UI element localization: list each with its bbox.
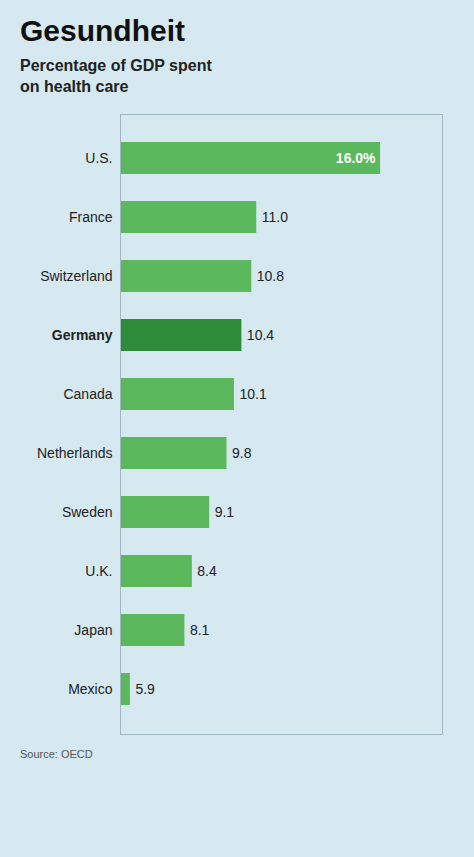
svg-text:France: France <box>69 209 113 225</box>
svg-text:11.0: 11.0 <box>262 209 288 225</box>
svg-text:10.1: 10.1 <box>239 386 266 402</box>
html-text:Percentage of GDP spent on hea: Percentage of GDP spent on health care <box>20 57 212 95</box>
svg-text:Canada: Canada <box>63 386 112 402</box>
svg-text:Japan: Japan <box>74 622 112 638</box>
svg-text:Netherlands: Netherlands <box>37 445 113 461</box>
svg-text:U.K.: U.K. <box>85 563 112 579</box>
html-text:Gesundheit: Gesundheit <box>20 14 185 47</box>
svg-text:9.1: 9.1 <box>215 504 235 520</box>
svg-text:Sweden: Sweden <box>62 504 113 520</box>
html-text:Source: OECD: Source: OECD <box>20 747 93 760</box>
svg-text:5.9: 5.9 <box>135 681 155 697</box>
svg-text:Germany: Germany <box>52 327 113 343</box>
svg-text:16.0%: 16.0% <box>336 150 376 166</box>
svg-text:9.8: 9.8 <box>232 445 252 461</box>
svg-text:10.4: 10.4 <box>247 327 274 343</box>
svg-text:Mexico: Mexico <box>68 681 113 697</box>
svg-text:8.1: 8.1 <box>190 622 210 638</box>
svg-text:8.4: 8.4 <box>197 563 217 579</box>
svg-text:U.S.: U.S. <box>85 150 112 166</box>
svg-text:Switzerland: Switzerland <box>40 268 112 284</box>
svg-text:10.8: 10.8 <box>257 268 284 284</box>
